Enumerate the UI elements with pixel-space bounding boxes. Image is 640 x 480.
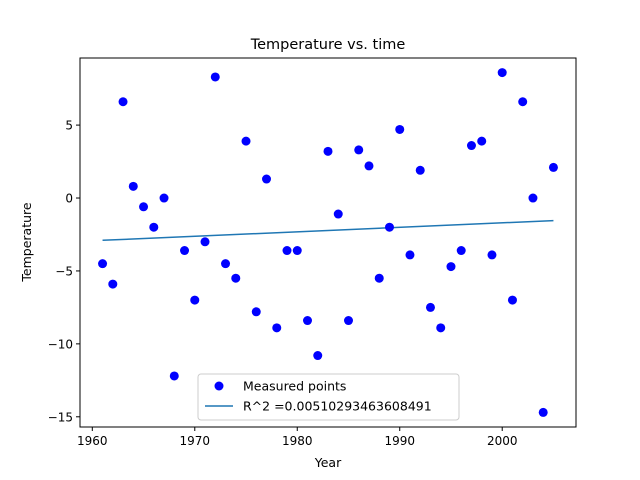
data-point — [374, 273, 384, 283]
x-axis-label: Year — [314, 455, 342, 470]
data-point — [456, 246, 466, 256]
plot-marks — [98, 68, 558, 417]
data-point — [200, 237, 210, 247]
data-point — [262, 174, 272, 184]
y-tick-label: −15 — [48, 410, 73, 424]
legend-label-fit: R^2 =0.00510293463608491 — [243, 399, 432, 414]
data-point — [384, 222, 394, 232]
x-tick-label: 1970 — [180, 434, 211, 448]
data-point — [139, 202, 149, 212]
legend-box — [197, 373, 460, 421]
data-point — [354, 145, 364, 155]
data-point — [466, 141, 476, 151]
data-point — [149, 222, 159, 232]
x-tick-label: 1990 — [384, 434, 415, 448]
data-point — [425, 302, 435, 312]
data-point — [528, 193, 538, 203]
data-point — [190, 295, 200, 305]
data-point — [231, 273, 241, 283]
plot-frame — [79, 57, 577, 428]
data-point — [487, 250, 497, 260]
data-point — [118, 97, 128, 107]
x-tick-label: 1960 — [77, 434, 108, 448]
data-point — [159, 193, 169, 203]
data-point — [98, 259, 108, 269]
data-point — [364, 161, 374, 171]
data-point — [436, 323, 446, 333]
data-point — [333, 209, 343, 219]
y-tick-label: 5 — [65, 119, 73, 133]
data-point — [128, 181, 138, 191]
data-point — [292, 246, 302, 256]
data-point — [344, 316, 353, 326]
y-tick-label: −10 — [48, 337, 73, 351]
y-tick-label: 0 — [65, 192, 73, 206]
y-tick-label: −5 — [55, 264, 73, 278]
data-point — [415, 165, 425, 175]
data-point — [497, 68, 507, 78]
y-axis: −15 −10 −5 0 5 — [48, 119, 80, 424]
data-point — [538, 407, 548, 417]
x-tick-label: 2000 — [487, 434, 518, 448]
legend: Measured points R^2 =0.00510293463608491 — [197, 373, 460, 421]
data-point — [210, 72, 220, 82]
data-point — [518, 97, 528, 107]
data-point — [180, 246, 190, 256]
data-point — [507, 295, 517, 305]
legend-label-measured-points: Measured points — [243, 379, 346, 394]
data-point — [395, 124, 405, 134]
data-point — [313, 351, 323, 361]
data-point — [446, 262, 456, 272]
x-tick-label: 1980 — [282, 434, 313, 448]
legend-marker-measured-points — [214, 381, 224, 391]
data-point — [548, 162, 558, 172]
data-point — [221, 259, 231, 269]
x-axis: 1960 1970 1980 1990 2000 — [77, 427, 517, 448]
data-point — [108, 279, 118, 289]
data-point — [272, 323, 282, 333]
data-point — [323, 146, 333, 156]
chart-title: Temperature vs. time — [250, 37, 406, 53]
data-point — [405, 250, 415, 260]
data-point — [477, 136, 487, 146]
data-point — [251, 307, 261, 317]
data-point — [282, 246, 292, 256]
data-point — [303, 316, 312, 326]
data-point — [169, 371, 179, 381]
fit-line — [102, 219, 554, 242]
data-point — [241, 136, 251, 146]
y-axis-label: Temperature — [19, 202, 34, 282]
